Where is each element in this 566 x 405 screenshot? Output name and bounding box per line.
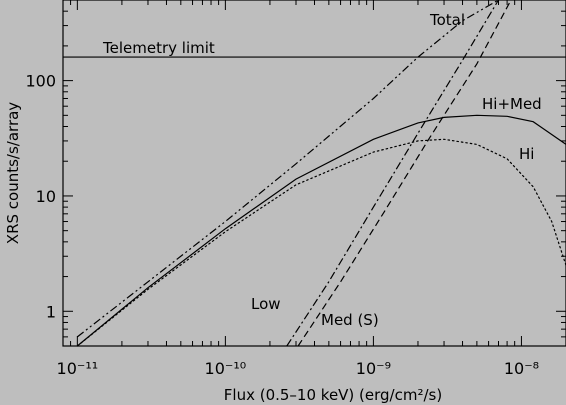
series-line-hi (76, 138, 566, 347)
y-tick-label: 1 (46, 302, 56, 321)
series-line-low (286, 0, 500, 347)
x-axis-title: Flux (0.5–10 keV) (erg/cm²/s) (224, 386, 442, 404)
series-label-total: Total (429, 11, 465, 29)
x-tick-label: 10⁻¹⁰ (205, 359, 247, 378)
series-label-hi: Hi (519, 145, 534, 163)
series-line-med-s (297, 0, 512, 347)
axis-ticks: 10⁻¹¹ 10⁻¹⁰ 10⁻⁹ 10⁻⁸ 1 10 100 (25, 0, 566, 378)
series-group (76, 0, 566, 347)
x-tick-label: 10⁻⁹ (356, 359, 391, 378)
y-axis-title: XRS counts/s/array (4, 102, 22, 244)
y-tick-label: 100 (25, 72, 56, 91)
series-label-hi-med: Hi+Med (482, 95, 542, 113)
x-tick-label: 10⁻¹¹ (57, 359, 99, 378)
x-tick-label: 10⁻⁸ (504, 359, 539, 378)
series-label-low: Low (251, 295, 281, 313)
telemetry-limit-label: Telemetry limit (102, 39, 215, 57)
y-tick-label: 10 (36, 187, 56, 206)
series-label-med: Med (S) (321, 311, 379, 329)
series-line-total (76, 0, 499, 338)
series-line-hi-med (76, 114, 566, 347)
